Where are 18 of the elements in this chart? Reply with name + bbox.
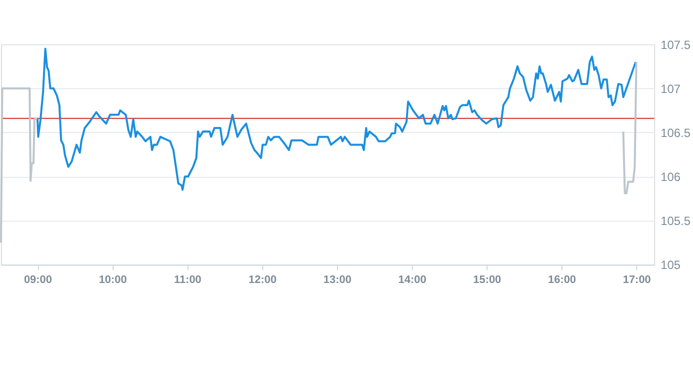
y-tick-label: 107.5 xyxy=(660,38,691,52)
x-tick-label: 17:00 xyxy=(622,274,651,286)
x-tick-label: 15:00 xyxy=(473,274,502,286)
line-series xyxy=(36,48,637,191)
line-series xyxy=(0,87,38,244)
y-tick-label: 105 xyxy=(660,258,681,272)
y-tick-label: 107 xyxy=(660,82,681,96)
x-tick-label: 10:00 xyxy=(98,274,127,286)
y-tick-label: 106.5 xyxy=(660,126,691,140)
y-tick-label: 106 xyxy=(660,170,681,184)
x-tick-label: 13:00 xyxy=(323,274,352,286)
x-tick-label: 12:00 xyxy=(248,274,277,286)
x-tick-label: 16:00 xyxy=(548,274,576,286)
line-series xyxy=(622,60,638,194)
y-tick-label: 105.5 xyxy=(660,214,691,228)
x-tick-label: 11:00 xyxy=(174,274,202,286)
x-tick-label: 14:00 xyxy=(398,274,426,286)
x-tick-label: 09:00 xyxy=(24,274,52,286)
